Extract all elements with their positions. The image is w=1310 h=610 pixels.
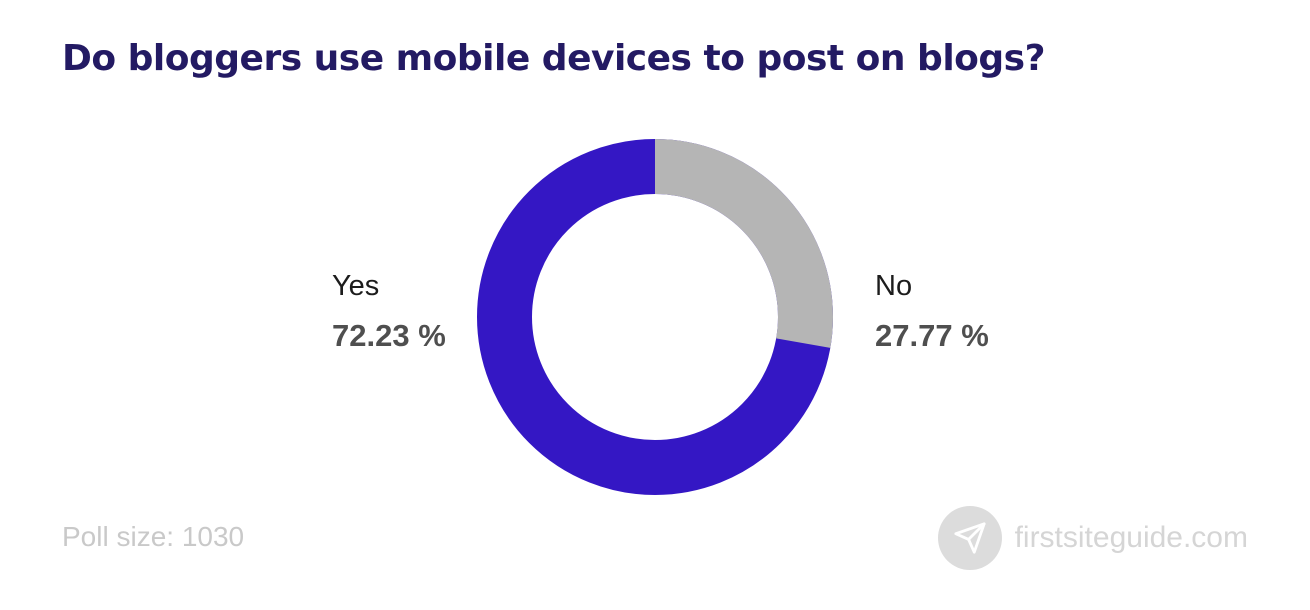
poll-size-note: Poll size: 1030 <box>62 521 245 552</box>
legend-no: No 27.77 % <box>875 270 989 353</box>
no-value: 27.77 % <box>875 317 989 353</box>
yes-value: 72.23 % <box>332 317 446 353</box>
brand-text: firstsiteguide.com <box>1014 521 1248 554</box>
paper-plane-icon <box>937 506 1002 570</box>
brand-watermark: firstsiteguide.com <box>937 506 1248 570</box>
donut-chart <box>477 139 833 495</box>
paper-plane-glyph <box>953 522 986 554</box>
donut-chart-svg <box>477 139 833 495</box>
chart-title: Do bloggers use mobile devices to post o… <box>62 38 1045 79</box>
no-label: No <box>875 270 913 302</box>
legend-yes: Yes 72.23 % <box>332 270 446 353</box>
donut-slice-no <box>477 139 833 495</box>
yes-label: Yes <box>332 270 380 302</box>
